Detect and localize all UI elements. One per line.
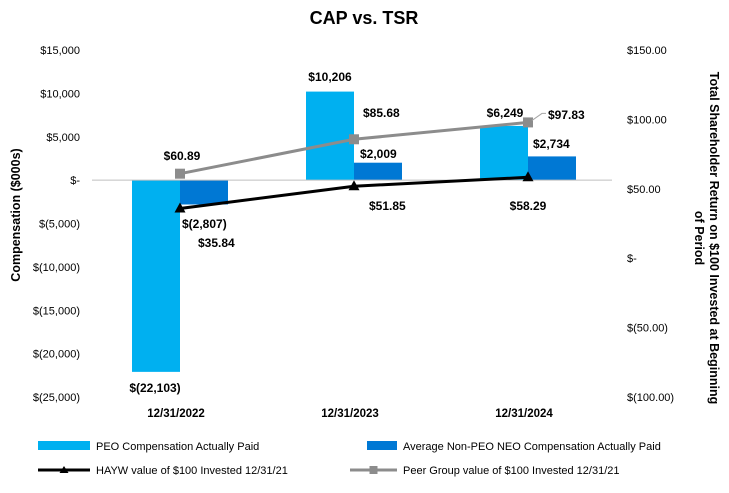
category-label: 12/31/2023 (321, 408, 379, 420)
bar-peo-cap (306, 91, 354, 181)
marker-hayw (522, 171, 534, 182)
y2-tick-label: $150.00 (627, 45, 667, 57)
data-label-hayw-2023: $51.85 (369, 199, 406, 213)
legend-swatch-neo-cap (367, 441, 397, 450)
legend-label-neo-cap: Average Non-PEO NEO Compensation Actuall… (403, 441, 661, 453)
y2-axis-title: Total Shareholder Return on $100 Investe… (692, 72, 721, 404)
y2-tick-label: $(100.00) (627, 392, 674, 404)
data-label-neo-2023: $2,009 (360, 147, 397, 161)
legend-marker-peer (369, 466, 378, 474)
data-label-peer-2022: $60.89 (164, 149, 201, 163)
data-label-peer-2023: $85.68 (363, 106, 400, 120)
y-tick-label: $5,000 (46, 132, 80, 144)
y-tick-label: $(5,000) (39, 219, 80, 231)
data-labels-group: $(22,103) $(2,807) $35.84 $60.89 $10,206 $2,0… (129, 70, 585, 395)
bar-neo-cap (354, 162, 402, 181)
y2-tick-label: $(50.00) (627, 323, 668, 335)
chart-title: CAP vs. TSR (310, 8, 419, 28)
y-axis-title: Compensation ($000s) (9, 148, 23, 281)
legend-swatch-peo-cap (38, 441, 90, 450)
legend-marker-hayw (59, 466, 69, 473)
bar-series-group (132, 91, 576, 372)
data-label-neo-2024: $2,734 (533, 137, 570, 151)
category-label: 12/31/2022 (147, 408, 205, 420)
data-label-peo-2024: $6,249 (487, 106, 524, 120)
leader-line-peer-2024 (531, 112, 546, 121)
right-axis-ticks: $150.00 $100.00 $50.00 $- $(50.00) $(100.00) (627, 45, 674, 404)
data-label-peer-2024: $97.83 (548, 108, 585, 122)
y2-tick-label: $- (627, 253, 637, 265)
y2-tick-label: $50.00 (627, 184, 661, 196)
data-label-peo-2022: $(22,103) (129, 381, 180, 395)
bar-peo-cap (480, 125, 528, 181)
y-tick-label: $(20,000) (33, 349, 80, 361)
y-tick-label: $15,000 (40, 45, 80, 57)
marker-peer-group (175, 168, 185, 179)
marker-hayw (348, 180, 360, 191)
y-tick-label: $- (70, 175, 80, 187)
y-tick-label: $(10,000) (33, 262, 80, 274)
y-tick-label: $(25,000) (33, 392, 80, 404)
data-label-hayw-2022: $35.84 (198, 236, 235, 250)
legend-label-peo-cap: PEO Compensation Actually Paid (96, 441, 259, 453)
y2-axis-title-line-2: of Period (692, 211, 706, 265)
category-label: 12/31/2024 (495, 408, 553, 420)
data-label-peo-2023: $10,206 (308, 70, 352, 84)
line-series-group (174, 117, 534, 213)
legend: PEO Compensation Actually Paid Average N… (38, 441, 661, 477)
legend-label-peer: Peer Group value of $100 Invested 12/31/… (403, 465, 620, 477)
y-tick-label: $10,000 (40, 88, 80, 100)
y-tick-label: $(15,000) (33, 305, 80, 317)
y2-axis-title-line-1: Total Shareholder Return on $100 Investe… (707, 72, 721, 404)
bar-peo-cap (132, 180, 180, 372)
y2-tick-label: $100.00 (627, 114, 667, 126)
marker-hayw (174, 202, 186, 213)
data-label-neo-2022: $(2,807) (182, 217, 227, 231)
marker-peer-group (349, 134, 359, 145)
bar-neo-cap (180, 180, 228, 205)
bar-neo-cap (528, 156, 576, 181)
data-label-hayw-2024: $58.29 (510, 199, 547, 213)
category-labels-group: 12/31/2022 12/31/2023 12/31/2024 (147, 408, 553, 420)
marker-peer-group (523, 117, 533, 128)
legend-label-hayw: HAYW value of $100 Invested 12/31/21 (96, 465, 288, 477)
left-axis-ticks: $15,000 $10,000 $5,000 $- $(5,000) $(10,000) $… (33, 45, 80, 404)
